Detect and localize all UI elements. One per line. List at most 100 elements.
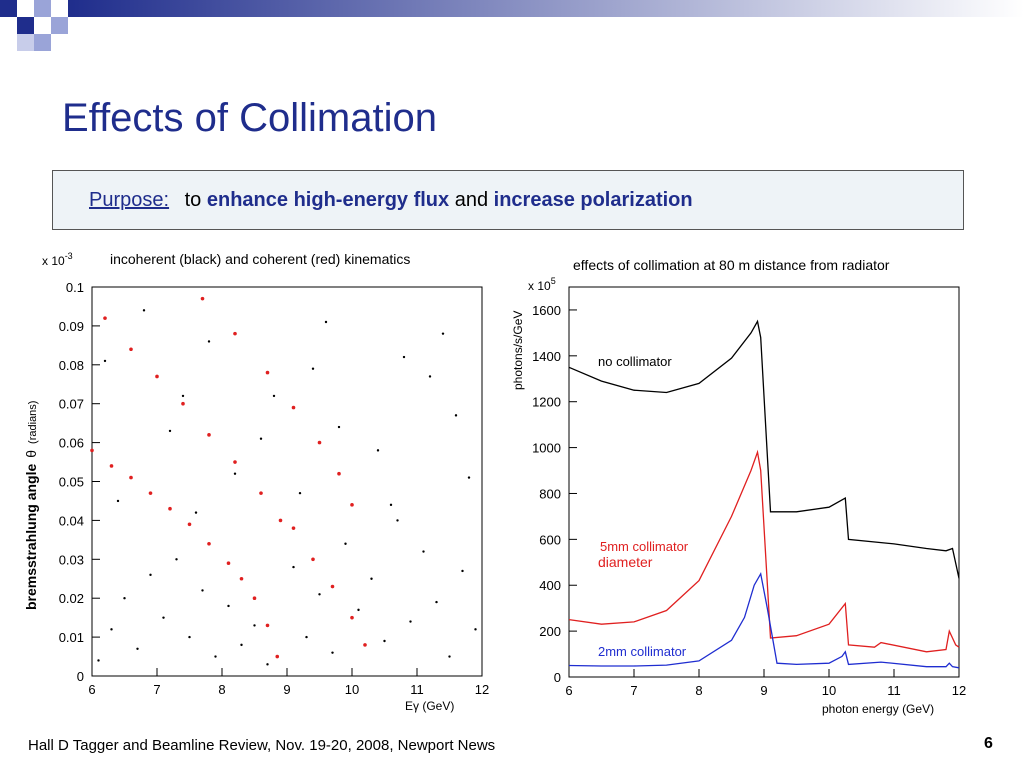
scatter-point (441, 332, 445, 335)
left-multiplier: x 10-3 (42, 251, 73, 268)
right-xtick-label: 12 (952, 683, 966, 698)
left-xlabel: Eγ (GeV) (405, 699, 454, 713)
scatter-point (350, 615, 354, 620)
page-number: 6 (984, 735, 993, 752)
scatter-point (265, 623, 270, 628)
slide-title: Effects of Collimation (62, 96, 437, 140)
scatter-point (253, 624, 256, 627)
scatter-point (103, 359, 107, 363)
footer-text: Hall D Tagger and Beamline Review, Nov. … (28, 737, 496, 754)
scatter-point (291, 526, 296, 530)
scatter-point (409, 620, 412, 623)
scatter-point (272, 394, 276, 398)
scatter-point (275, 654, 280, 659)
scatter-point (383, 639, 386, 643)
scatter-point (214, 655, 217, 658)
scatter-point (168, 506, 172, 511)
right-ytick-label: 200 (539, 624, 561, 639)
annotation-2mm: 2mm collimator (598, 644, 687, 659)
scatter-point (350, 503, 354, 507)
scatter-point (474, 628, 477, 631)
scatter-point (428, 375, 432, 378)
scatter-point (207, 340, 211, 343)
scatter-point (240, 643, 243, 647)
scatter-point (311, 557, 315, 562)
scatter-point (337, 471, 341, 476)
left-ytick-label: 0.01 (59, 630, 84, 645)
scatter-point (344, 542, 347, 545)
scatter-point (149, 573, 152, 577)
scatter-point (187, 522, 192, 527)
left-xtick-label: 9 (283, 682, 290, 697)
scatter-point (376, 449, 380, 452)
scatter-point (233, 460, 237, 464)
right-chart-caption: effects of collimation at 80 m distance … (573, 257, 890, 273)
scatter-point (90, 448, 94, 453)
left-ylabel: bremsstrahlung angleθ(radians) (23, 401, 39, 610)
scatter-point (330, 584, 335, 589)
right-ytick-label: 1600 (532, 303, 561, 318)
right-ytick-label: 600 (539, 532, 561, 547)
scatter-point (318, 593, 321, 596)
left-xtick-label: 10 (345, 682, 359, 697)
scatter-point (116, 499, 120, 503)
scatter-point (162, 616, 165, 619)
right-plot-frame (568, 286, 960, 678)
left-xtick-label: 7 (153, 682, 160, 697)
purpose-to: to (184, 189, 202, 211)
scatter-point (142, 309, 146, 312)
scatter-point (363, 643, 367, 647)
scatter-point (291, 405, 296, 410)
right-xtick-label: 7 (630, 683, 637, 698)
scatter-point (331, 651, 334, 654)
left-chart-caption: incoherent (black) and coherent (red) ki… (110, 251, 411, 267)
scatter-point (109, 464, 114, 468)
left-ytick-label: 0.06 (59, 436, 84, 451)
scatter-point (265, 370, 270, 375)
annotation-5mm: 5mm collimator (600, 539, 689, 554)
scatter-point (175, 558, 178, 561)
purpose-and: and (454, 189, 489, 211)
scatter-point (305, 635, 308, 639)
right-ytick-label: 1000 (532, 441, 561, 456)
left-xtick-label: 6 (88, 682, 95, 697)
purpose-label: Purpose: (89, 189, 170, 211)
right-xtick-label: 11 (887, 683, 901, 698)
scatter-point (357, 608, 360, 612)
right-ytick-label: 400 (539, 578, 561, 593)
purpose-bold1: enhance high-energy flux (206, 189, 450, 211)
scatter-point (402, 355, 406, 359)
series-line (568, 319, 960, 579)
scatter-point (252, 596, 257, 600)
annotation-no-collimator: no collimator (598, 354, 672, 369)
purpose-box: Purpose: to enhance high-energy flux and… (52, 170, 964, 230)
scatter-point (188, 635, 191, 639)
right-ytick-label: 0 (554, 670, 561, 685)
purpose-statement: Purpose: to enhance high-energy flux and… (89, 189, 693, 212)
right-xtick-label: 9 (760, 683, 767, 698)
right-ytick-label: 1400 (532, 349, 561, 364)
scatter-point (370, 577, 373, 580)
left-ytick-label: 0.03 (59, 552, 84, 567)
left-ytick-label: 0.05 (59, 475, 84, 490)
scatter-point (389, 503, 393, 507)
scatter-point (129, 475, 133, 480)
scatter-point (292, 565, 295, 569)
scatter-point (317, 440, 322, 445)
scatter-point (168, 429, 172, 433)
left-xtick-label: 12 (475, 682, 489, 697)
left-ytick-label: 0.08 (59, 358, 84, 373)
left-xtick-label: 8 (218, 682, 225, 697)
left-ytick-label: 0 (77, 669, 84, 684)
scatter-point (200, 296, 205, 301)
left-ytick-label: 0.1 (66, 280, 84, 295)
scatter-point (226, 561, 231, 565)
scatter-point (337, 425, 341, 429)
scatter-point (467, 476, 471, 479)
right-xlabel: photon energy (GeV) (822, 702, 934, 716)
right-ylabel: photons/s/GeV (511, 311, 525, 390)
series-line (568, 571, 960, 669)
scatter-point (227, 604, 230, 608)
right-xtick-label: 6 (565, 683, 572, 698)
scatter-point (129, 347, 133, 352)
